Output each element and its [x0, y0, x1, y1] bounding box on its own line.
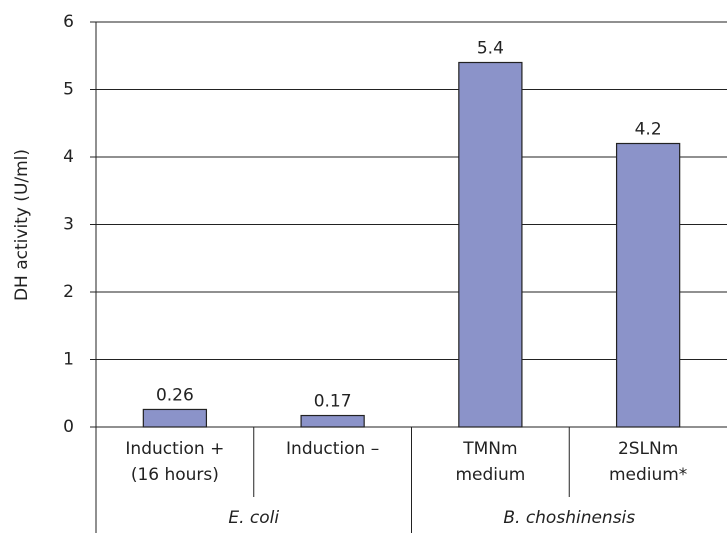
group-label: E. coli	[228, 508, 280, 528]
y-tick-label: 5	[63, 80, 74, 100]
x-tick-label: Induction –	[286, 439, 380, 459]
y-axis-label: DH activity (U/ml)	[12, 149, 32, 301]
bar	[142, 408, 208, 428]
x-tick-label: TMNm medium	[455, 439, 526, 485]
y-tick-label: 4	[63, 147, 74, 167]
bar	[458, 61, 523, 428]
value-label: 5.4	[477, 39, 504, 59]
group-label: B. choshinensis	[503, 508, 636, 528]
y-tick-label: 2	[63, 282, 74, 302]
y-tick-label: 3	[63, 215, 74, 235]
bar	[615, 142, 681, 428]
value-label: 0.26	[156, 385, 194, 405]
x-tick-label: Induction + (16 hours)	[125, 439, 225, 485]
bar	[300, 414, 365, 428]
y-tick-label: 1	[63, 350, 74, 370]
y-tick-label: 6	[63, 12, 74, 32]
x-tick-label: 2SLNm medium*	[608, 439, 688, 485]
value-label: 4.2	[635, 120, 662, 140]
y-tick-label: 0	[63, 417, 74, 437]
value-label: 0.17	[314, 392, 352, 412]
